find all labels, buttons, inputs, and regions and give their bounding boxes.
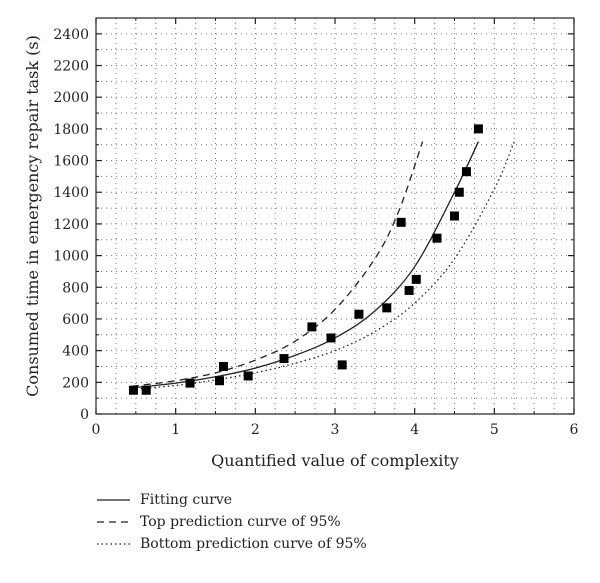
y-tick-label: 1200: [53, 217, 89, 233]
data-point: [411, 274, 421, 284]
data-point: [218, 361, 228, 371]
y-tick-label: 1600: [53, 154, 89, 170]
data-point: [337, 360, 347, 370]
x-tick-label: 1: [171, 422, 180, 438]
y-tick-label: 2400: [53, 27, 89, 43]
y-tick-label: 0: [80, 407, 89, 423]
x-tick-label: 3: [331, 422, 340, 438]
data-point: [396, 217, 406, 227]
data-point: [243, 371, 253, 381]
grid: [96, 18, 574, 414]
data-point: [473, 124, 483, 134]
data-point: [279, 354, 289, 364]
data-point: [185, 378, 195, 388]
x-axis-label: Quantified value of complexity: [211, 451, 459, 470]
data-points: [128, 124, 483, 395]
y-tick-label: 600: [62, 312, 89, 328]
bottom-prediction-curve: [131, 141, 515, 391]
curves: [131, 141, 515, 391]
data-point: [404, 285, 414, 295]
data-point: [128, 385, 138, 395]
y-tick-label: 1800: [53, 122, 89, 138]
x-tick-label: 5: [490, 422, 499, 438]
tick-labels: 0 1 2 3 4 5 6 0 200 400 600 800 1000 1200 1400 1600 1800…: [53, 27, 578, 438]
y-axis-label: Consumed time in emergency repair task (…: [23, 35, 42, 397]
legend-label-fitting-curve: Fitting curve: [140, 492, 232, 508]
x-tick-label: 6: [570, 422, 579, 438]
y-tick-label: 1000: [53, 249, 89, 265]
y-tick-label: 400: [62, 344, 89, 360]
data-point: [454, 187, 464, 197]
y-tick-label: 1400: [53, 185, 89, 201]
data-point: [214, 376, 224, 386]
x-tick-label: 0: [92, 422, 101, 438]
fitting-curve: [131, 141, 479, 389]
data-point: [461, 167, 471, 177]
x-tick-label: 2: [251, 422, 260, 438]
legend-label-top-prediction: Top prediction curve of 95%: [140, 514, 341, 530]
y-tick-label: 200: [62, 375, 89, 391]
top-prediction-curve: [131, 141, 424, 387]
y-tick-label: 2000: [53, 90, 89, 106]
y-tick-label: 2200: [53, 59, 89, 75]
data-point: [432, 233, 442, 243]
plot-frame: [95, 17, 575, 415]
y-tick-label: 800: [62, 280, 89, 296]
data-point: [307, 322, 317, 332]
legend: Fitting curve Top prediction curve of 95…: [97, 492, 367, 552]
data-point: [354, 309, 364, 319]
x-tick-label: 4: [410, 422, 419, 438]
data-point: [382, 303, 392, 313]
data-point: [326, 333, 336, 343]
data-point: [141, 385, 151, 395]
data-point: [450, 211, 459, 221]
axes: [95, 17, 575, 415]
legend-label-bottom-prediction: Bottom prediction curve of 95%: [140, 536, 367, 552]
